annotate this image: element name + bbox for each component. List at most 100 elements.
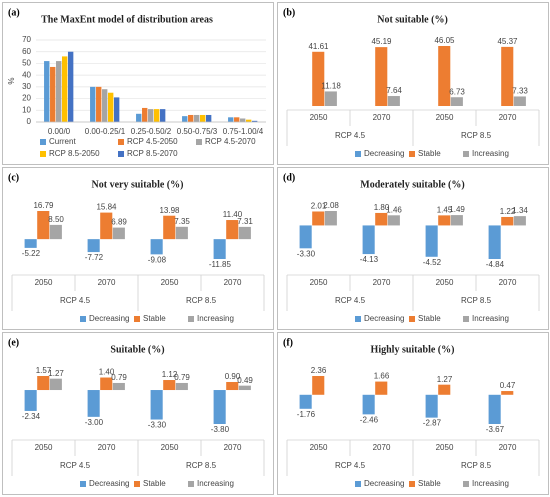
legend-swatch: [355, 316, 361, 322]
legend-swatch: [463, 151, 469, 157]
bar: [175, 226, 188, 240]
bar: [159, 109, 166, 122]
legend-label: Decreasing: [364, 314, 404, 323]
bar: [226, 381, 239, 391]
bar: [113, 97, 120, 122]
bar: [488, 394, 501, 424]
data-label: 46.05: [434, 36, 455, 45]
x-tick-label: 2070: [98, 443, 116, 452]
data-label: 7.35: [174, 217, 190, 226]
bar: [375, 212, 388, 226]
x-tick-label: 2050: [35, 278, 53, 287]
bar: [501, 46, 514, 106]
bar: [49, 378, 62, 391]
legend-swatch: [409, 316, 415, 322]
data-label: 13.98: [159, 206, 180, 215]
legend-label: Decreasing: [89, 314, 129, 323]
data-label: -1.76: [297, 410, 316, 419]
y-tick-label: 50: [22, 59, 31, 68]
chart-title: Highly suitable (%): [371, 344, 455, 355]
data-label: -3.00: [85, 418, 104, 427]
bar: [438, 384, 451, 395]
panel-label: (c): [8, 172, 19, 183]
y-tick-label: 20: [22, 94, 31, 103]
bar: [213, 239, 226, 259]
data-label: 1.66: [374, 372, 390, 381]
data-label: 6.89: [111, 218, 127, 227]
bar: [501, 216, 514, 226]
bar: [425, 394, 438, 418]
bar: [24, 239, 37, 248]
x-tick-label: 2050: [35, 443, 53, 452]
data-label: 15.84: [96, 203, 117, 212]
data-label: 0.49: [237, 376, 253, 385]
bar: [438, 46, 451, 106]
x-tick-label: 2070: [373, 443, 391, 452]
legend-label: RCP 8.5-2070: [127, 149, 178, 158]
legend-swatch: [80, 481, 86, 487]
data-label: -2.34: [22, 412, 41, 421]
data-label: 0.47: [500, 381, 516, 390]
legend-label: RCP 4.5-2050: [127, 137, 178, 146]
x-tick-label: 2070: [499, 113, 517, 122]
y-tick-label: 70: [22, 35, 31, 44]
bar: [205, 114, 212, 122]
legend-swatch: [40, 139, 46, 145]
x-tick-label: 2050: [310, 113, 328, 122]
legend-swatch: [409, 481, 415, 487]
bar: [213, 390, 226, 424]
bar: [251, 120, 258, 122]
bar: [148, 109, 154, 122]
bar: [488, 225, 501, 259]
data-label: -9.08: [148, 255, 167, 264]
bar: [107, 92, 114, 122]
data-label: 1.22: [500, 207, 516, 216]
bar: [438, 215, 451, 226]
x-tick-label: 0.25-0.50/2: [131, 127, 172, 136]
panel: (b) Not suitable (%) 2050 41.61 11.18 2070 45.…: [277, 2, 549, 165]
data-label: 1.12: [162, 370, 178, 379]
legend-label: Decreasing: [364, 479, 404, 488]
bar: [188, 114, 194, 122]
panel: (f) Highly suitable (%) 2050 -1.76 2.36 2070 -…: [277, 332, 549, 495]
legend-swatch: [355, 481, 361, 487]
legend-label: Current: [49, 137, 76, 146]
legend-label: Stable: [418, 149, 441, 158]
bar: [24, 390, 37, 411]
bar: [61, 56, 68, 122]
chart-title: The MaxEnt model of distribution areas: [41, 14, 213, 25]
y-tick-label: 40: [22, 70, 31, 79]
legend-swatch: [463, 481, 469, 487]
panel-label: (d): [283, 172, 295, 183]
x-tick-label: 2070: [499, 443, 517, 452]
bar: [163, 380, 176, 391]
bar: [375, 381, 388, 395]
x-tick-label: 2070: [499, 278, 517, 287]
bar: [49, 224, 62, 240]
data-label: 7.64: [386, 86, 402, 95]
bar: [513, 216, 526, 226]
bar: [501, 391, 514, 395]
data-label: 1.45: [437, 205, 453, 214]
x-tick-label: 2070: [224, 443, 242, 452]
bar: [238, 226, 251, 240]
panel-label: (e): [8, 337, 19, 348]
bar: [67, 51, 74, 122]
chart-title: Moderately suitable (%): [360, 179, 464, 190]
panel-label: (b): [283, 7, 295, 18]
bar: [245, 119, 252, 122]
data-label: -4.13: [360, 255, 379, 264]
bar: [513, 96, 526, 106]
bar: [324, 91, 337, 106]
legend-swatch: [118, 139, 124, 145]
bar: [87, 239, 100, 253]
bar: [56, 61, 62, 122]
bar: [387, 96, 400, 106]
bar: [142, 107, 148, 122]
data-label: 6.73: [449, 87, 465, 96]
data-label: 0.90: [225, 372, 241, 381]
group-label: RCP 4.5: [335, 131, 366, 140]
bar: [324, 211, 337, 226]
x-tick-label: 0.00/0: [48, 127, 71, 136]
panel-label: (f): [283, 337, 293, 348]
